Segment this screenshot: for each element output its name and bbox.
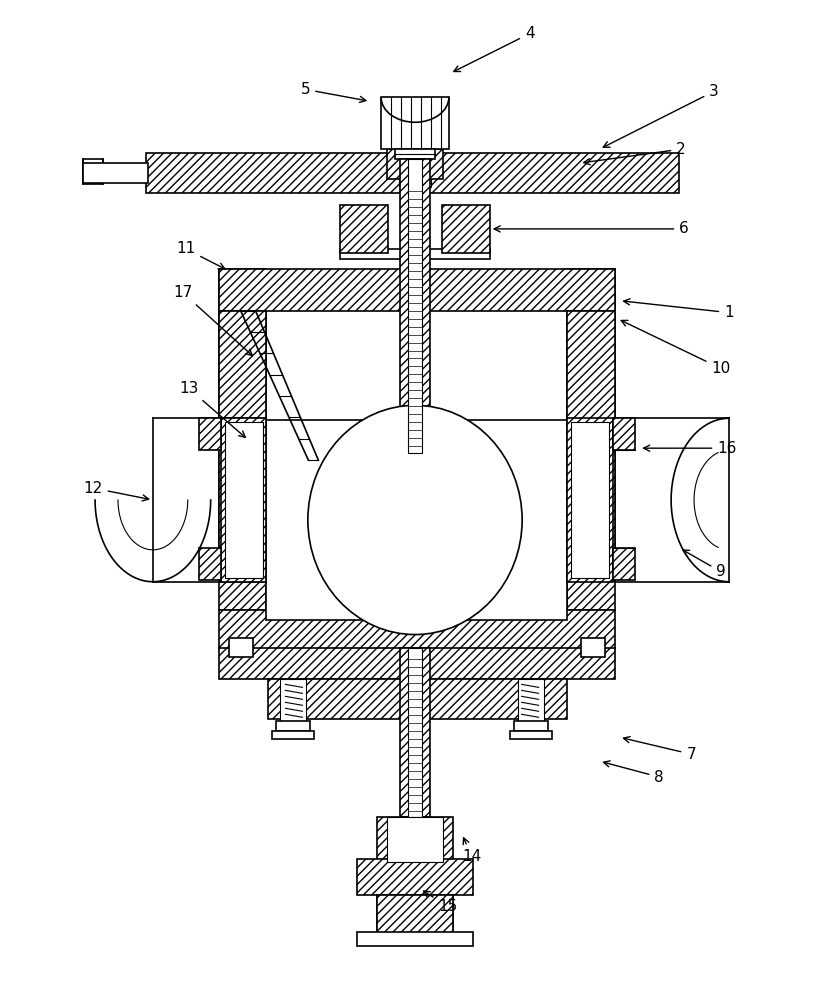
Bar [400,159,430,453]
Bar [377,817,452,862]
Bar [339,249,489,259]
Bar [513,721,546,731]
Bar [146,153,678,193]
Bar [407,648,421,817]
Bar [441,205,489,253]
Text: 9: 9 [682,550,725,579]
Bar [199,418,220,450]
Bar [613,548,634,580]
Ellipse shape [307,405,522,635]
Text: 5: 5 [301,82,365,102]
Bar [567,418,613,582]
Bar [224,422,262,578]
Text: 16: 16 [643,441,736,456]
Text: 17: 17 [173,285,252,356]
Bar [220,418,266,582]
Text: 7: 7 [623,737,695,762]
Bar [199,548,220,580]
Text: 4: 4 [453,26,534,71]
Bar [400,648,430,817]
Bar [219,648,614,679]
Bar [339,205,388,253]
Bar [613,418,634,450]
Bar [357,932,472,946]
Text: 14: 14 [462,838,481,864]
Text: 10: 10 [620,320,729,376]
Bar [219,610,614,649]
Text: 6: 6 [493,221,688,236]
Bar [83,159,103,184]
Bar [395,149,435,159]
Text: 1: 1 [623,299,733,320]
Bar [567,269,614,578]
Text: 2: 2 [583,142,685,165]
Bar [387,149,442,179]
Bar [381,97,448,149]
Bar [219,269,266,578]
Bar [83,163,147,183]
Bar [567,311,614,610]
Text: 12: 12 [84,481,148,501]
Text: 11: 11 [176,241,224,269]
Bar [377,895,452,935]
Bar [357,859,472,895]
Bar [266,420,567,620]
Text: 13: 13 [179,381,245,437]
Bar [407,159,421,453]
Bar [219,269,614,311]
Bar [229,638,253,657]
Bar [377,895,452,935]
Bar [517,679,543,721]
Bar [398,179,431,187]
Bar [219,311,266,610]
Text: 8: 8 [603,761,663,785]
Bar [387,817,442,862]
Bar [280,679,306,721]
Text: 3: 3 [603,84,718,147]
Bar [276,721,310,731]
Bar [268,679,567,719]
Bar [272,731,314,739]
Bar [580,638,604,657]
Text: 15: 15 [423,891,457,914]
Bar [570,422,609,578]
Bar [509,731,551,739]
